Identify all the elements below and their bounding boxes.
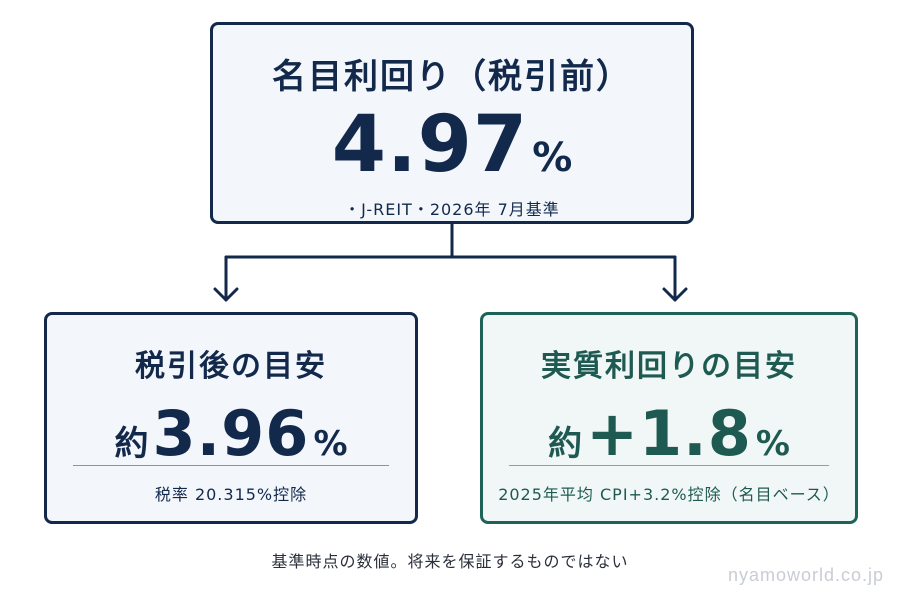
nominal-yield-box: 名目利回り（税引前） 4.97 % ・J-REIT・2026年 7月基準: [210, 22, 694, 224]
real-yield-value-row: 約 +1.8 %: [483, 403, 855, 465]
after-tax-box: 税引後の目安 約 3.96 % 税率 20.315%控除: [44, 312, 418, 524]
after-tax-divider: [73, 465, 389, 466]
after-tax-value: 3.96: [152, 397, 310, 470]
site-watermark: nyamoworld.co.jp: [727, 565, 884, 585]
left-arrow-head: [213, 287, 239, 302]
after-tax-title: 税引後の目安: [135, 349, 327, 384]
after-tax-value-row: 約 3.96 %: [47, 403, 415, 465]
real-yield-unit: %: [755, 424, 790, 464]
nominal-yield-value-row: 4.97 %: [213, 106, 691, 184]
disclaimer-footnote: 基準時点の数値。将来を保証するものではない: [271, 552, 629, 571]
real-yield-box: 実質利回りの目安 約 +1.8 % 2025年平均 CPI+3.2%控除（名目ベ…: [480, 312, 858, 524]
real-yield-divider: [509, 465, 829, 466]
after-tax-unit: %: [313, 424, 348, 464]
nominal-yield-title: 名目利回り（税引前）: [272, 57, 632, 97]
real-yield-note: 2025年平均 CPI+3.2%控除（名目ベース）: [498, 485, 840, 504]
nominal-yield-value: 4.97: [331, 100, 529, 190]
right-arrow-head: [662, 287, 688, 302]
nominal-yield-unit: %: [532, 135, 573, 181]
real-yield-title: 実質利回りの目安: [541, 349, 797, 384]
after-tax-prefix: 約: [114, 424, 149, 464]
real-yield-value: +1.8: [586, 397, 752, 470]
real-yield-prefix: 約: [548, 424, 583, 464]
nominal-yield-subtitle: ・J-REIT・2026年 7月基準: [344, 200, 560, 219]
after-tax-note: 税率 20.315%控除: [154, 485, 308, 504]
